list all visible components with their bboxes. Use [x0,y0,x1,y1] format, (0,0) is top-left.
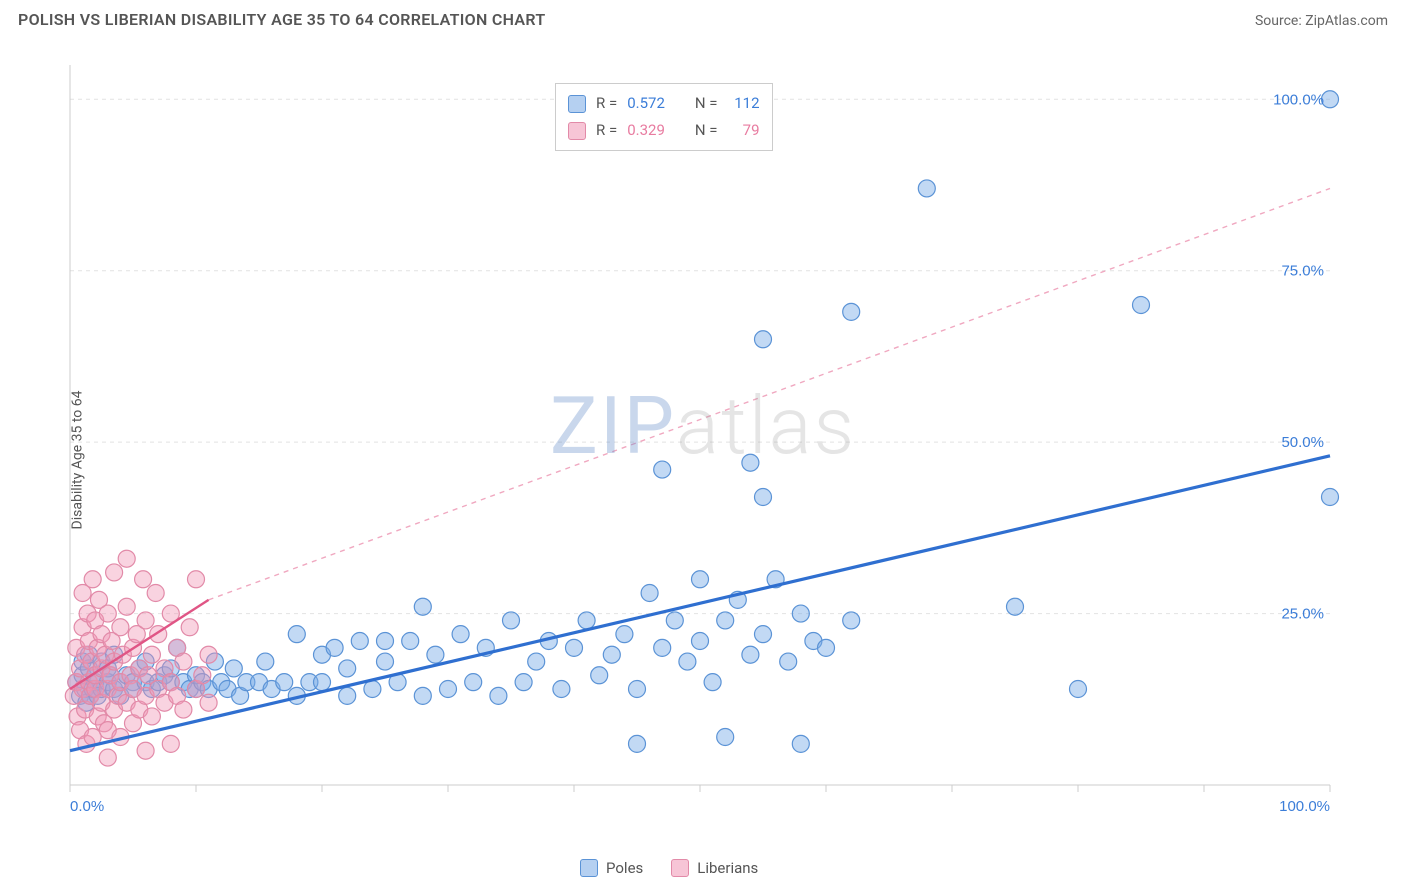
y-tick-label: 50.0% [1281,434,1324,451]
r-value: 0.329 [627,117,665,144]
y-tick-label: 100.0% [1273,91,1324,108]
x-tick-label: 100.0% [1279,798,1330,815]
correlation-box: R = 0.572 N = 112 R = 0.329 N = 79 [555,83,773,151]
legend-label: Poles [606,859,643,877]
correlation-row: R = 0.329 N = 79 [568,117,760,144]
legend-item: Poles [580,859,643,877]
chart-source: Source: ZipAtlas.com [1255,13,1388,29]
chart-header: POLISH VS LIBERIAN DISABILITY AGE 35 TO … [0,0,1406,35]
y-tick-label: 25.0% [1281,606,1324,623]
n-value: 112 [728,90,760,117]
scatter-plot: 25.0% 50.0% 75.0% 100.0% 0.0% 100.0% [50,45,1370,835]
legend-swatch [580,859,598,877]
x-tick-label: 0.0% [70,798,104,815]
n-value: 79 [728,117,760,144]
series-swatch [568,95,586,113]
legend-swatch [671,859,689,877]
legend-label: Liberians [697,859,758,877]
legend-item: Liberians [671,859,758,877]
series-swatch [568,122,586,140]
correlation-row: R = 0.572 N = 112 [568,90,760,117]
chart-area: Disability Age 35 to 64 25.0%50.0%75.0%1… [0,35,1406,885]
legend: Poles Liberians [580,859,758,877]
y-tick-label: 75.0% [1281,263,1324,280]
chart-title: POLISH VS LIBERIAN DISABILITY AGE 35 TO … [18,10,546,29]
r-value: 0.572 [627,90,665,117]
